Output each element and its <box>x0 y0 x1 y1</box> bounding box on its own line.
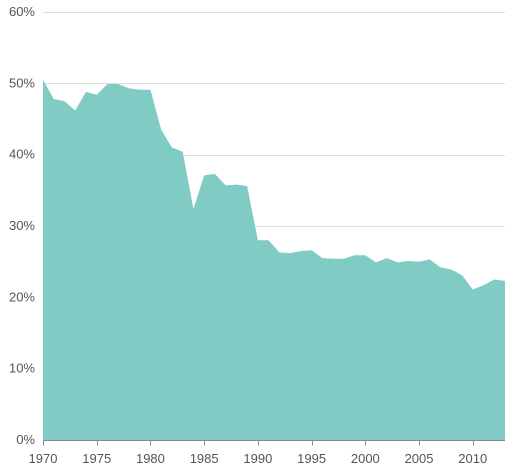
x-tick-label-1970: 1970 <box>29 451 58 466</box>
x-tick-label-1980: 1980 <box>136 451 165 466</box>
y-tick-label-30: 30% <box>9 218 35 233</box>
y-tick-label-20: 20% <box>9 289 35 304</box>
y-tick-label-60: 60% <box>9 4 35 19</box>
x-tick-label-1995: 1995 <box>297 451 326 466</box>
y-tick-label-50: 50% <box>9 75 35 90</box>
y-tick-label-0: 0% <box>16 432 35 447</box>
x-tick-label-1985: 1985 <box>190 451 219 466</box>
y-tick-label-40: 40% <box>9 147 35 162</box>
y-tick-label-10: 10% <box>9 361 35 376</box>
x-tick-label-2000: 2000 <box>351 451 380 466</box>
y-axis-tick-labels: 0% 10% 20% 30% 40% 50% 60% <box>9 4 35 447</box>
area-series-0 <box>43 79 505 441</box>
x-tick-label-2005: 2005 <box>405 451 434 466</box>
x-tick-label-1990: 1990 <box>243 451 272 466</box>
x-axis-tick-labels: 1970 1975 1980 1985 1990 1995 2000 2005 2010 <box>29 451 488 466</box>
x-tick-label-1975: 1975 <box>82 451 111 466</box>
x-tick-label-2010: 2010 <box>458 451 487 466</box>
area-series-layer <box>43 79 505 441</box>
x-axis <box>43 440 505 446</box>
